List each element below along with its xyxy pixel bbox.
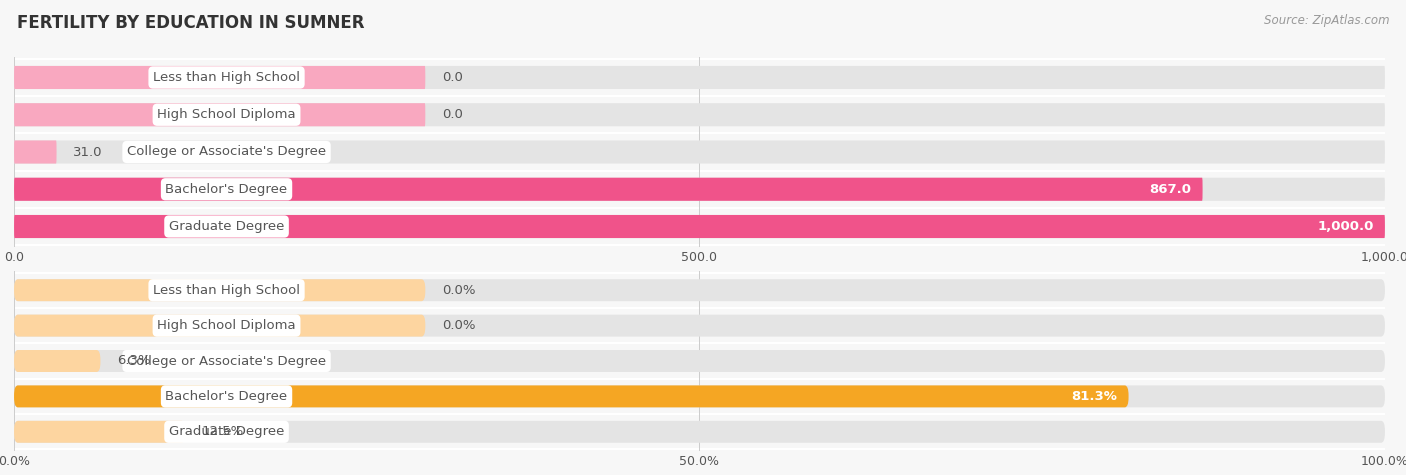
FancyBboxPatch shape [14, 66, 426, 89]
Text: 31.0: 31.0 [73, 145, 103, 159]
Text: College or Associate's Degree: College or Associate's Degree [127, 354, 326, 368]
FancyBboxPatch shape [14, 314, 425, 337]
Text: 0.0: 0.0 [441, 108, 463, 121]
FancyBboxPatch shape [14, 215, 1385, 238]
Text: 867.0: 867.0 [1150, 183, 1192, 196]
Text: High School Diploma: High School Diploma [157, 319, 295, 332]
Text: 0.0: 0.0 [441, 71, 463, 84]
FancyBboxPatch shape [14, 314, 1385, 337]
FancyBboxPatch shape [14, 178, 1385, 201]
FancyBboxPatch shape [14, 385, 1385, 408]
Text: FERTILITY BY EDUCATION IN SUMNER: FERTILITY BY EDUCATION IN SUMNER [17, 14, 364, 32]
FancyBboxPatch shape [14, 103, 426, 126]
Text: High School Diploma: High School Diploma [157, 108, 295, 121]
Text: 0.0%: 0.0% [441, 319, 475, 332]
FancyBboxPatch shape [14, 141, 56, 163]
FancyBboxPatch shape [14, 350, 100, 372]
FancyBboxPatch shape [14, 421, 1385, 443]
Text: College or Associate's Degree: College or Associate's Degree [127, 145, 326, 159]
Text: 6.3%: 6.3% [117, 354, 150, 368]
Text: Less than High School: Less than High School [153, 71, 299, 84]
FancyBboxPatch shape [14, 279, 425, 301]
Text: 1,000.0: 1,000.0 [1317, 220, 1374, 233]
Text: Graduate Degree: Graduate Degree [169, 425, 284, 438]
Text: Graduate Degree: Graduate Degree [169, 220, 284, 233]
FancyBboxPatch shape [14, 141, 1385, 163]
Text: Source: ZipAtlas.com: Source: ZipAtlas.com [1264, 14, 1389, 27]
Text: Bachelor's Degree: Bachelor's Degree [166, 390, 288, 403]
FancyBboxPatch shape [14, 178, 1202, 201]
FancyBboxPatch shape [14, 279, 1385, 301]
Text: Less than High School: Less than High School [153, 284, 299, 297]
FancyBboxPatch shape [14, 421, 186, 443]
Text: 81.3%: 81.3% [1071, 390, 1118, 403]
Text: 0.0%: 0.0% [441, 284, 475, 297]
FancyBboxPatch shape [14, 350, 1385, 372]
FancyBboxPatch shape [14, 215, 1385, 238]
Text: Bachelor's Degree: Bachelor's Degree [166, 183, 288, 196]
Text: 12.5%: 12.5% [202, 425, 245, 438]
FancyBboxPatch shape [14, 66, 1385, 89]
FancyBboxPatch shape [14, 103, 1385, 126]
FancyBboxPatch shape [14, 385, 1129, 408]
